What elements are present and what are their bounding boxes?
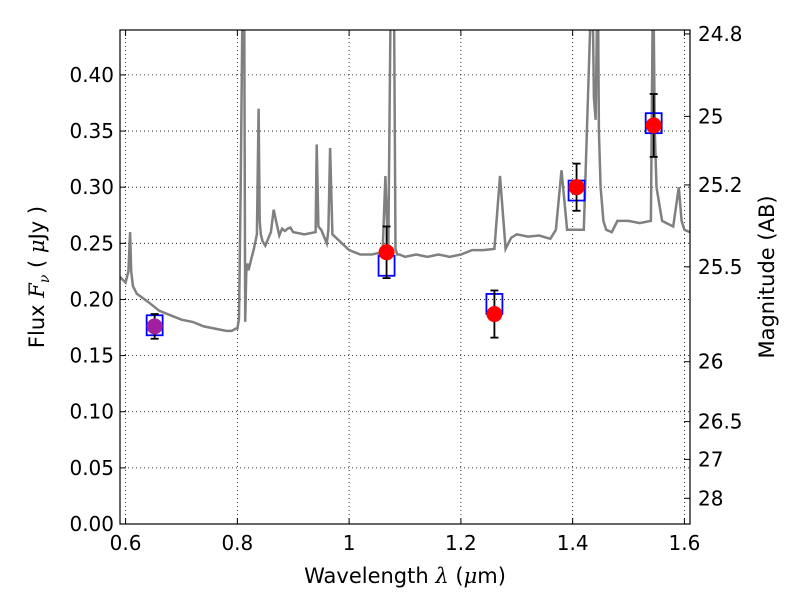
y2-tick-label: 25.2 — [698, 173, 743, 197]
model-spectrum-line — [120, 30, 690, 333]
y2-tick-label: 25.5 — [698, 255, 743, 279]
x-tick-label: 1 — [343, 531, 356, 555]
y-tick-label: 0.35 — [69, 119, 114, 143]
y-tick-label: 0.05 — [69, 456, 114, 480]
x-tick-label: 0.6 — [110, 531, 142, 555]
photometry-points — [145, 93, 663, 340]
y2-tick-label: 26 — [698, 350, 723, 374]
y-tick-label: 0.20 — [69, 287, 114, 311]
y-tick-label: 0.40 — [69, 63, 114, 87]
y-tick-label: 0.25 — [69, 231, 114, 255]
x-tick-label: 1.6 — [669, 531, 701, 555]
y-tick-label: 0.15 — [69, 344, 114, 368]
y-tick-label: 0.10 — [69, 400, 114, 424]
x-tick-label: 1.4 — [557, 531, 589, 555]
y2-tick-label: 28 — [698, 486, 723, 510]
y-axis-title: Flux Fν ( μJy ) — [25, 206, 53, 348]
y2-tick-label: 27 — [698, 447, 723, 471]
x-tick-label: 0.8 — [221, 531, 253, 555]
y-tick-label: 0.30 — [69, 175, 114, 199]
observed-flux-point — [486, 306, 503, 323]
observed-flux-point — [645, 117, 662, 134]
observed-flux-point — [378, 244, 395, 261]
axis-ticks: 0.6 0.8 1 1.2 1.4 1.6 0.00 0.05 0.10 0.15 0.20 0.25… — [69, 22, 742, 555]
y2-tick-label: 26.5 — [698, 410, 743, 434]
y2-tick-label: 25 — [698, 104, 723, 128]
x-axis-title: Wavelength λ (μm) — [304, 564, 506, 588]
y-tick-label: 0.00 — [69, 512, 114, 536]
grid — [120, 30, 690, 525]
y2-axis-title: Magnitude (AB) — [755, 195, 779, 358]
x-tick-label: 1.2 — [445, 531, 477, 555]
observed-flux-point — [146, 318, 163, 335]
plot-frame — [119, 29, 691, 525]
observed-flux-point — [568, 179, 585, 196]
y2-tick-label: 24.8 — [698, 22, 743, 46]
